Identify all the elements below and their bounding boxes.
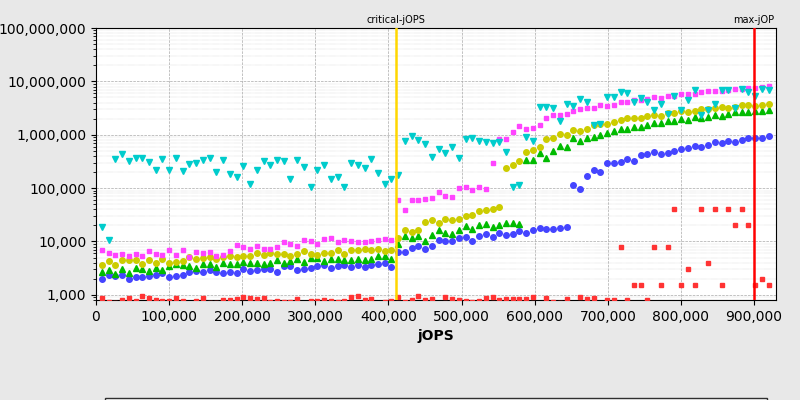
Text: critical-jOPS: critical-jOPS (366, 15, 426, 25)
Text: max-jOP: max-jOP (734, 15, 774, 25)
Legend: min, median, 90-th percentile, 95-th percentile, 99-th percentile, max: min, median, 90-th percentile, 95-th per… (106, 398, 766, 400)
X-axis label: jOPS: jOPS (418, 329, 454, 343)
